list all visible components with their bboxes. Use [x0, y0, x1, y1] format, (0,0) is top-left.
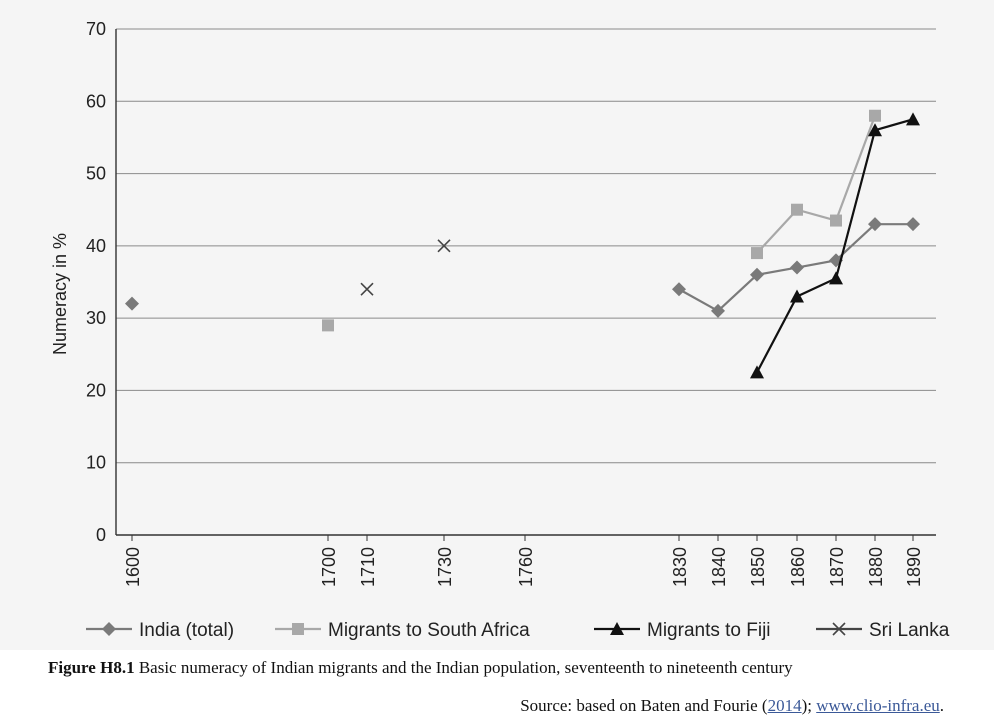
data-point-sri-lanka: [437, 239, 451, 253]
data-point-india-total: [711, 303, 725, 318]
y-axis-title: Numeracy in %: [50, 233, 70, 355]
legend-marker: [292, 623, 304, 635]
legend-marker: [102, 622, 116, 636]
y-tick-label: 50: [86, 164, 106, 184]
series-migrants-to-south-africa: [322, 109, 881, 332]
legend-item-migrants-to-south-africa: Migrants to South Africa: [275, 620, 530, 641]
y-tick-label: 70: [86, 19, 106, 39]
data-point-sri-lanka: [360, 282, 374, 296]
x-tick-label: 1870: [827, 547, 847, 587]
data-point-migrants-to-south-africa: [751, 247, 763, 260]
y-tick-label: 10: [86, 453, 106, 473]
data-point-india-total: [125, 296, 139, 311]
x-tick-label: 1840: [709, 547, 729, 587]
data-point-migrants-to-fiji: [829, 271, 843, 285]
y-tick-label: 20: [86, 380, 106, 400]
data-point-india-total: [790, 260, 804, 275]
legend-label: India (total): [139, 620, 234, 641]
legend-item-sri-lanka: Sri Lanka: [816, 620, 950, 641]
source-middle: );: [801, 696, 817, 715]
source-prefix: Source: based on Baten and Fourie (: [520, 696, 768, 715]
data-point-migrants-to-south-africa: [869, 109, 881, 122]
legend-item-migrants-to-fiji: Migrants to Fiji: [594, 620, 771, 641]
marker-stroke: [437, 239, 451, 253]
chart-area: 0 10 20 30 40 50 60 70 Numeracy in % 1600 1700 1710…: [50, 19, 950, 641]
data-point-india-total: [750, 267, 764, 282]
legend-marker: [610, 622, 624, 635]
x-tick-label: 1700: [319, 547, 339, 587]
data-point-india-total: [868, 217, 882, 232]
x-tick-label: 1760: [516, 547, 536, 587]
data-point-migrants-to-fiji: [906, 112, 920, 126]
source-note: Source: based on Baten and Fourie (2014)…: [520, 696, 944, 716]
legend-label: Migrants to South Africa: [328, 620, 530, 641]
y-tick-label: 30: [86, 308, 106, 328]
data-point-migrants-to-fiji: [790, 289, 804, 303]
marker-stroke: [360, 282, 374, 296]
x-tick-label: 1600: [123, 547, 143, 587]
x-tick-label: 1730: [435, 547, 455, 587]
series-migrants-to-fiji: [750, 112, 920, 379]
data-point-migrants-to-fiji: [750, 365, 764, 379]
source-suffix: .: [939, 696, 944, 715]
data-point-migrants-to-south-africa: [791, 203, 803, 216]
numeracy-chart: 0 10 20 30 40 50 60 70 Numeracy in % 1600 1700 1710…: [50, 19, 950, 641]
legend-item-india-total: India (total): [86, 620, 234, 641]
marker-stroke: [832, 622, 846, 636]
series-india-total: [125, 217, 920, 318]
data-point-india-total: [672, 282, 686, 297]
y-tick-label: 40: [86, 236, 106, 256]
x-tick-label: 1860: [788, 547, 808, 587]
data-point-migrants-to-south-africa: [830, 214, 842, 227]
x-tick-label: 1710: [358, 547, 378, 587]
x-tick-label: 1880: [866, 547, 886, 587]
figure-label: Figure H8.1: [48, 658, 135, 677]
x-tick-label: 1850: [748, 547, 768, 587]
series-line-migrants-to-south-africa: [756, 115, 877, 254]
x-tick-label: 1890: [904, 547, 924, 587]
legend-marker: [832, 622, 846, 636]
x-tick-label: 1830: [670, 547, 690, 587]
legend-label: Migrants to Fiji: [647, 620, 771, 641]
figure-caption-text: Basic numeracy of Indian migrants and th…: [134, 658, 793, 677]
figure-caption: Figure H8.1 Basic numeracy of Indian mig…: [48, 658, 793, 678]
legend-label: Sri Lanka: [869, 620, 950, 641]
data-point-migrants-to-south-africa: [322, 319, 334, 332]
data-point-india-total: [906, 217, 920, 232]
y-tick-label: 0: [96, 525, 106, 545]
data-point-migrants-to-fiji: [868, 123, 882, 137]
y-tick-label: 60: [86, 91, 106, 111]
source-year-link[interactable]: 2014: [767, 696, 802, 715]
series-sri-lanka: [360, 239, 451, 296]
source-url-link[interactable]: www.clio-infra.eu: [816, 696, 940, 715]
